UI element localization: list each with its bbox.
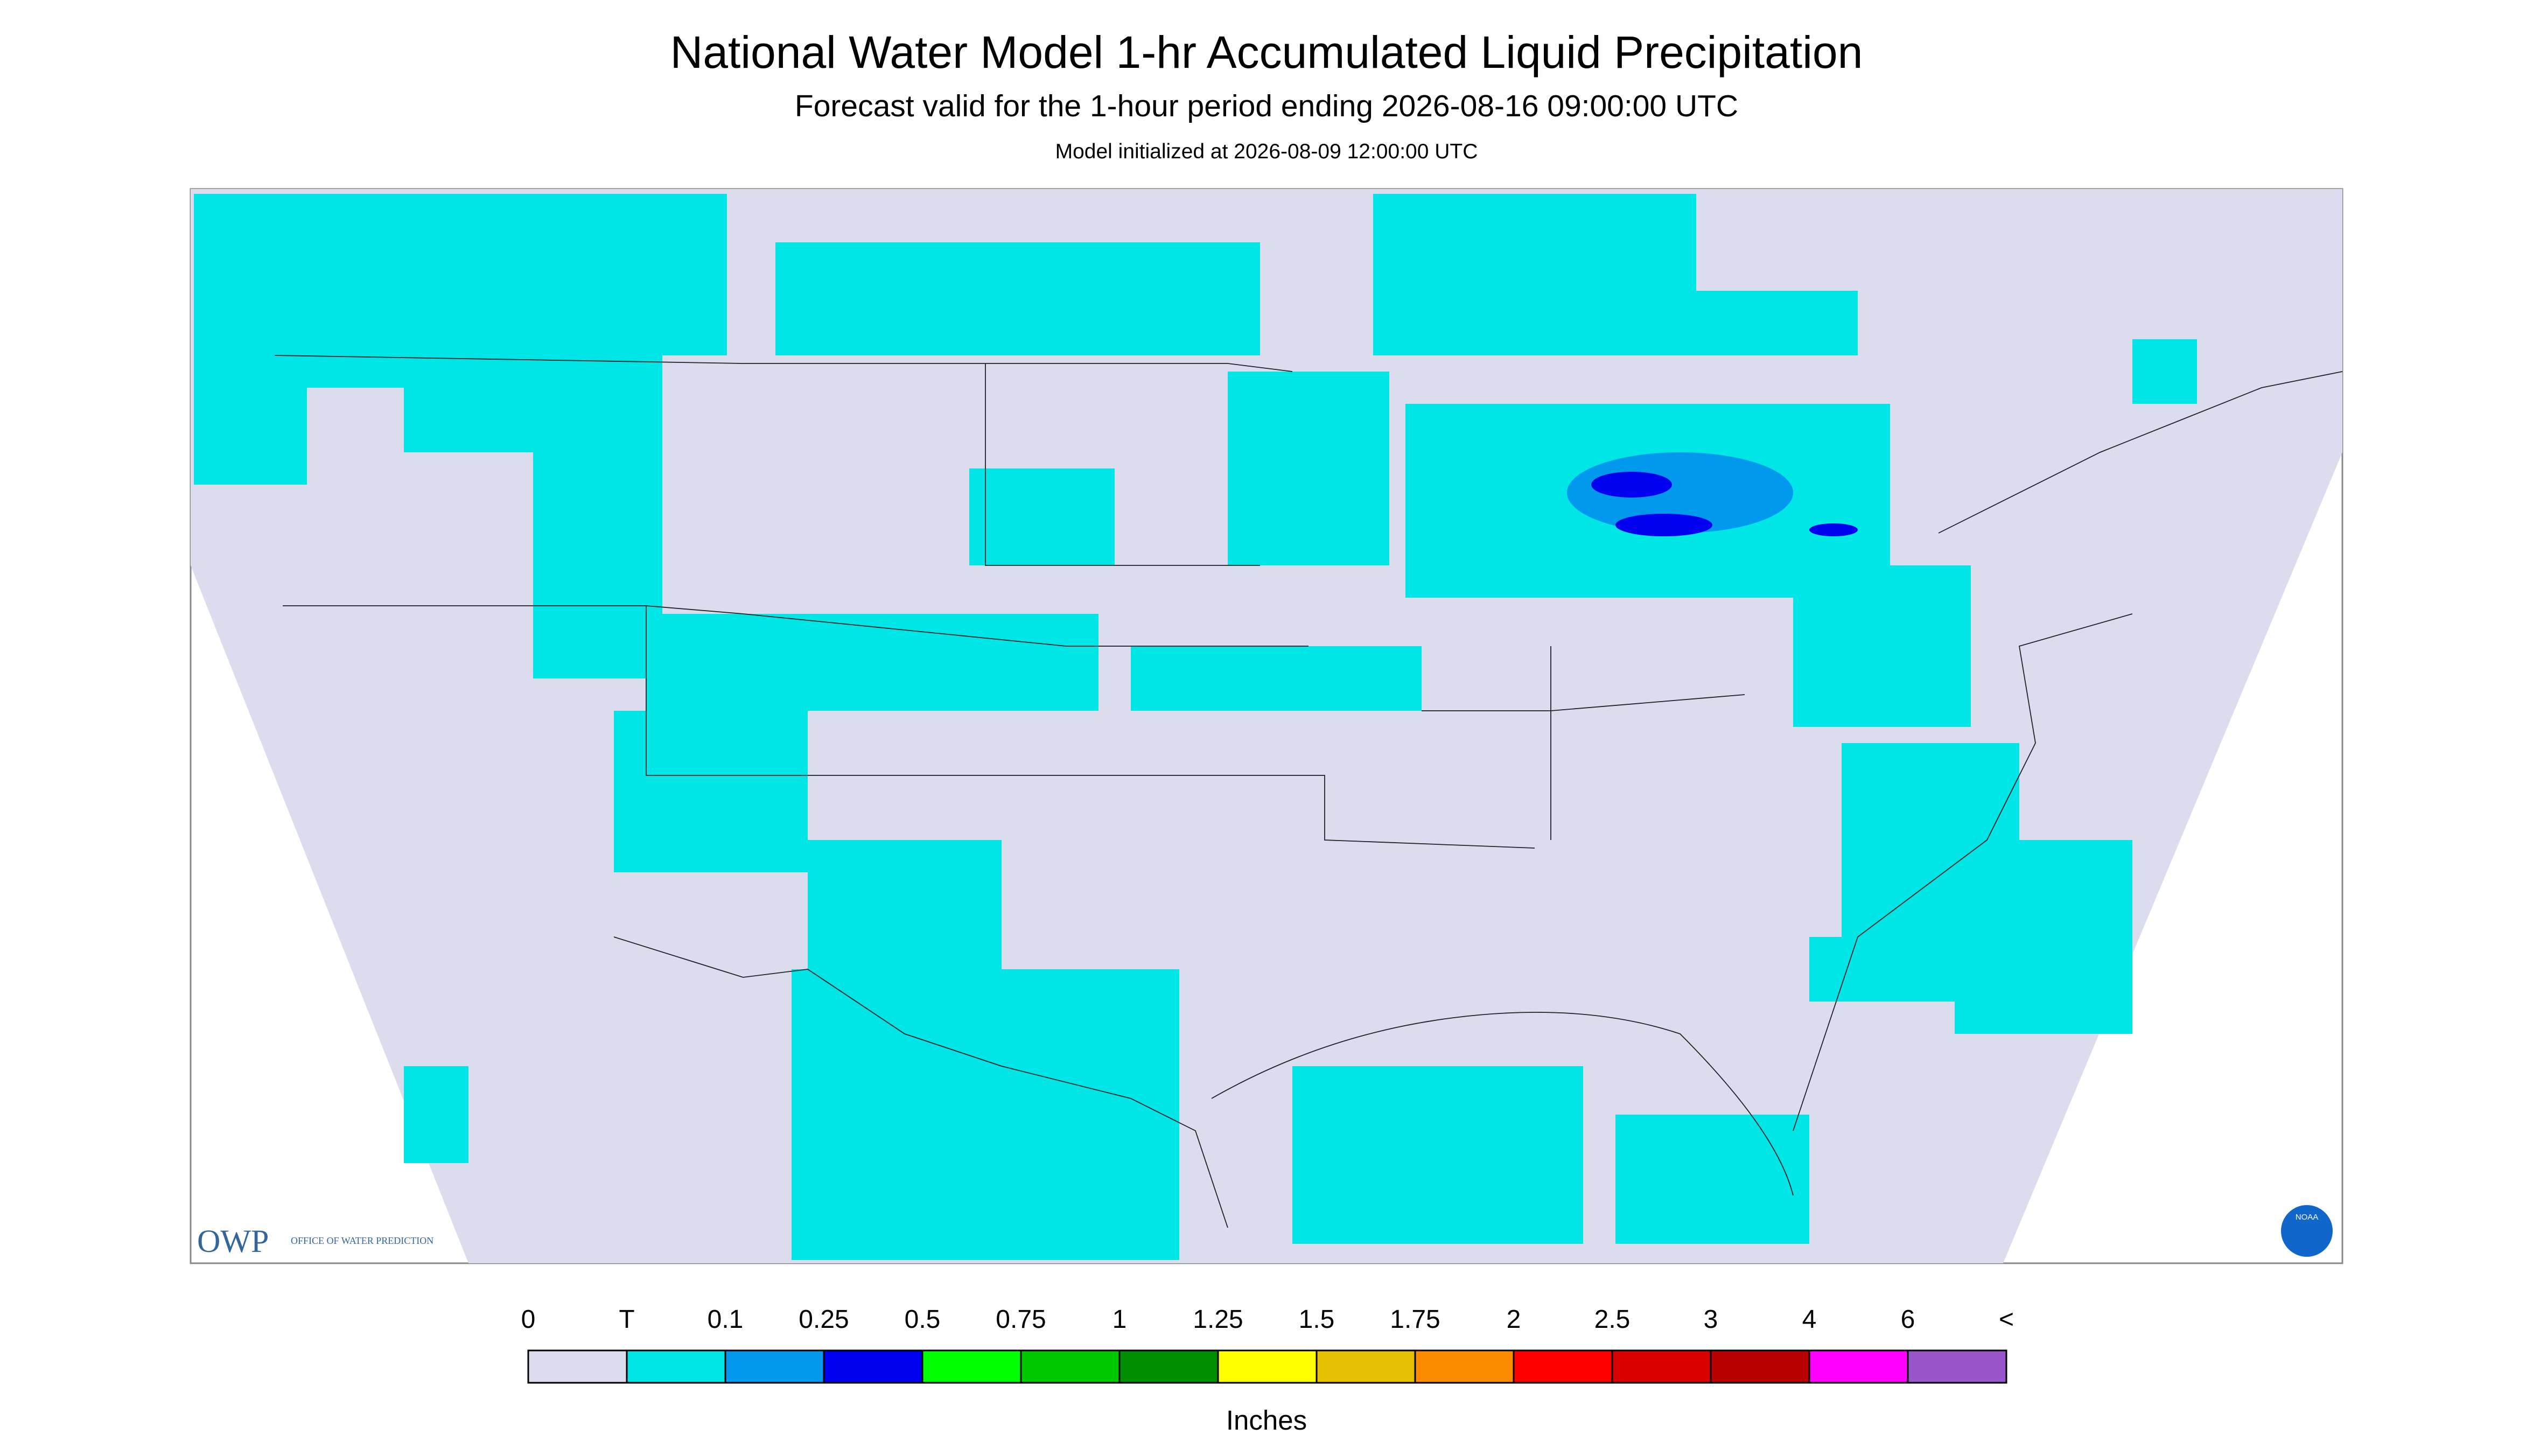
legend-swatch: [1414, 1349, 1515, 1384]
legend-swatch: [1217, 1349, 1318, 1384]
legend-swatch: [1118, 1349, 1219, 1384]
legend-label: 1.5: [1299, 1305, 1335, 1334]
noaa-logo: [2281, 1205, 2333, 1257]
legend-label: 1: [1112, 1305, 1127, 1334]
legend-swatch: [1611, 1349, 1712, 1384]
legend-swatch: [724, 1349, 825, 1384]
legend-label: 3: [1704, 1305, 1718, 1334]
boundaries: [274, 355, 2343, 1228]
legend-label: 0.5: [905, 1305, 941, 1334]
legend: 0 T 0.1 0.25 0.5 0.75 1 1.25 1.5 1.75 2 2.5 3 4 6 <: [521, 1305, 2014, 1384]
owp-logo-text: OFFICE OF WATER PREDICTION: [291, 1235, 433, 1246]
legend-label: 0.25: [799, 1305, 849, 1334]
legend-label: 0.1: [708, 1305, 744, 1334]
legend-swatch: [1316, 1349, 1416, 1384]
subtitle: Forecast valid for the 1-hour period end…: [795, 89, 1738, 123]
noaa-logo-text: NOAA: [2296, 1213, 2319, 1222]
legend-swatch: [1513, 1349, 1613, 1384]
legend-label: 1.25: [1193, 1305, 1243, 1334]
legend-swatch: [1710, 1349, 1810, 1384]
legend-label: 2: [1507, 1305, 1521, 1334]
legend-unit: Inches: [1226, 1405, 1307, 1436]
legend-label: 1.75: [1390, 1305, 1440, 1334]
map: OWP OFFICE OF WATER PREDICTION NOAA: [190, 188, 2343, 1264]
legend-label: T: [619, 1305, 634, 1334]
precip-heavy: [1567, 452, 1858, 537]
title: National Water Model 1-hr Accumulated Li…: [670, 27, 1863, 78]
legend-label: 2.5: [1594, 1305, 1631, 1334]
legend-swatch: [626, 1349, 726, 1384]
init-time: Model initialized at 2026-08-09 12:00:00…: [1055, 140, 1478, 163]
legend-swatch: [527, 1349, 628, 1384]
legend-swatch: [1020, 1349, 1121, 1384]
legend-label: 0: [521, 1305, 536, 1334]
owp-logo: OWP: [197, 1223, 269, 1259]
legend-label: <: [1999, 1305, 2014, 1334]
legend-swatch: [1907, 1349, 2007, 1384]
legend-label: 4: [1802, 1305, 1817, 1334]
legend-swatch: [823, 1349, 923, 1384]
legend-swatch: [921, 1349, 1022, 1384]
legend-label: 6: [1901, 1305, 1915, 1334]
precip-trace: [194, 194, 2197, 1261]
legend-label: 0.75: [996, 1305, 1046, 1334]
legend-swatch: [1808, 1349, 1909, 1384]
